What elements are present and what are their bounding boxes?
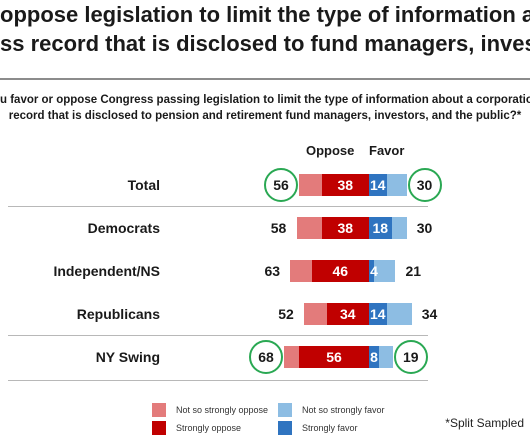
favor-total-highlight-circle xyxy=(393,340,428,374)
bar-strongly-favor xyxy=(369,260,374,282)
strongly-oppose-value: 34 xyxy=(339,306,356,322)
bar-not-so-strongly-favor xyxy=(391,217,407,239)
category-label: Democrats xyxy=(87,220,160,236)
legend-swatch xyxy=(152,403,166,417)
bar-not-so-strongly-favor xyxy=(374,260,396,282)
favor-total-highlight-circle xyxy=(407,168,442,202)
legend-swatch xyxy=(278,403,292,417)
bar-strongly-favor xyxy=(369,174,387,196)
strongly-favor-value: 8 xyxy=(370,349,378,365)
row-divider xyxy=(8,206,428,207)
bar-not-so-strongly-favor xyxy=(386,303,412,325)
strongly-favor-value: 14 xyxy=(369,177,386,193)
legend-label: Strongly oppose xyxy=(176,423,242,433)
oppose-total: 52 xyxy=(278,306,294,322)
question-text: u favor or oppose Congress passing legis… xyxy=(0,92,530,124)
bar-strongly-favor xyxy=(369,217,392,239)
bar-not-so-strongly-oppose xyxy=(284,346,299,368)
bar-not-so-strongly-favor xyxy=(386,174,407,196)
footnote: *Split Sampled xyxy=(445,416,524,430)
legend-label: Not so strongly favor xyxy=(302,405,385,415)
bar-not-so-strongly-oppose xyxy=(296,217,322,239)
oppose-header: Oppose xyxy=(306,143,355,158)
title-divider xyxy=(0,78,530,80)
legend-label: Strongly favor xyxy=(302,423,358,433)
legend-label: Not so strongly oppose xyxy=(176,405,269,415)
chart-title: oppose legislation to limit the type of … xyxy=(0,0,530,68)
row-divider xyxy=(8,380,428,381)
strongly-oppose-value: 38 xyxy=(337,177,354,193)
bar-strongly-oppose xyxy=(321,217,369,239)
favor-total: 21 xyxy=(405,263,422,279)
bar-not-so-strongly-favor xyxy=(379,346,393,368)
bar-strongly-oppose xyxy=(311,260,369,282)
category-label: Independent/NS xyxy=(53,263,160,279)
favor-total: 34 xyxy=(421,306,438,322)
question-line-1: u favor or oppose Congress passing legis… xyxy=(0,94,530,106)
row-divider xyxy=(8,335,428,336)
strongly-favor-value: 4 xyxy=(370,263,378,279)
strongly-oppose-value: 46 xyxy=(332,263,349,279)
legend-swatch xyxy=(278,421,292,435)
legend-swatch xyxy=(152,421,166,435)
chart-title-line-2: ss record that is disclosed to fund mana… xyxy=(0,31,530,56)
question-line-2: record that is disclosed to pension and … xyxy=(8,110,522,122)
strongly-favor-value: 18 xyxy=(372,220,389,236)
strongly-favor-value: 14 xyxy=(369,306,386,322)
favor-header: Favor xyxy=(369,143,405,158)
bar-strongly-oppose xyxy=(299,346,369,368)
bar-not-so-strongly-oppose xyxy=(299,174,322,196)
bar-strongly-oppose xyxy=(326,303,369,325)
chart-title-line-1: oppose legislation to limit the type of … xyxy=(0,2,530,27)
oppose-total-highlight-circle xyxy=(264,168,298,202)
bar-strongly-favor xyxy=(369,303,387,325)
strongly-oppose-value: 56 xyxy=(326,349,342,365)
category-label: Total xyxy=(127,177,160,193)
bar-strongly-favor xyxy=(369,346,379,368)
oppose-total: 58 xyxy=(270,220,287,236)
strongly-oppose-value: 38 xyxy=(337,220,354,236)
oppose-total: 63 xyxy=(264,263,281,279)
oppose-total-highlight-circle xyxy=(249,340,283,374)
bar-not-so-strongly-oppose xyxy=(304,303,327,325)
favor-total: 30 xyxy=(416,220,433,236)
bar-not-so-strongly-oppose xyxy=(290,260,312,282)
bar-strongly-oppose xyxy=(321,174,369,196)
category-label: Republicans xyxy=(76,306,160,322)
category-label: NY Swing xyxy=(95,349,160,365)
